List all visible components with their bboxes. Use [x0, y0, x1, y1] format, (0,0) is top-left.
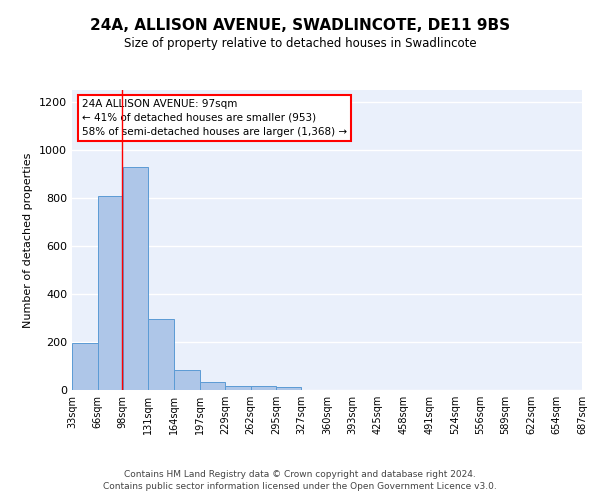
Bar — [174, 370, 200, 390]
Text: Contains public sector information licensed under the Open Government Licence v3: Contains public sector information licen… — [103, 482, 497, 491]
Bar — [122, 167, 148, 390]
Bar — [98, 196, 122, 390]
Text: 24A, ALLISON AVENUE, SWADLINCOTE, DE11 9BS: 24A, ALLISON AVENUE, SWADLINCOTE, DE11 9… — [90, 18, 510, 32]
Bar — [277, 387, 301, 390]
Y-axis label: Number of detached properties: Number of detached properties — [23, 152, 34, 328]
Bar — [251, 386, 277, 390]
Text: Contains HM Land Registry data © Crown copyright and database right 2024.: Contains HM Land Registry data © Crown c… — [124, 470, 476, 479]
Bar — [200, 382, 225, 390]
Text: 24A ALLISON AVENUE: 97sqm
← 41% of detached houses are smaller (953)
58% of semi: 24A ALLISON AVENUE: 97sqm ← 41% of detac… — [82, 99, 347, 137]
Bar — [148, 319, 174, 390]
Bar — [225, 386, 251, 390]
Bar — [72, 343, 98, 390]
Text: Size of property relative to detached houses in Swadlincote: Size of property relative to detached ho… — [124, 38, 476, 51]
